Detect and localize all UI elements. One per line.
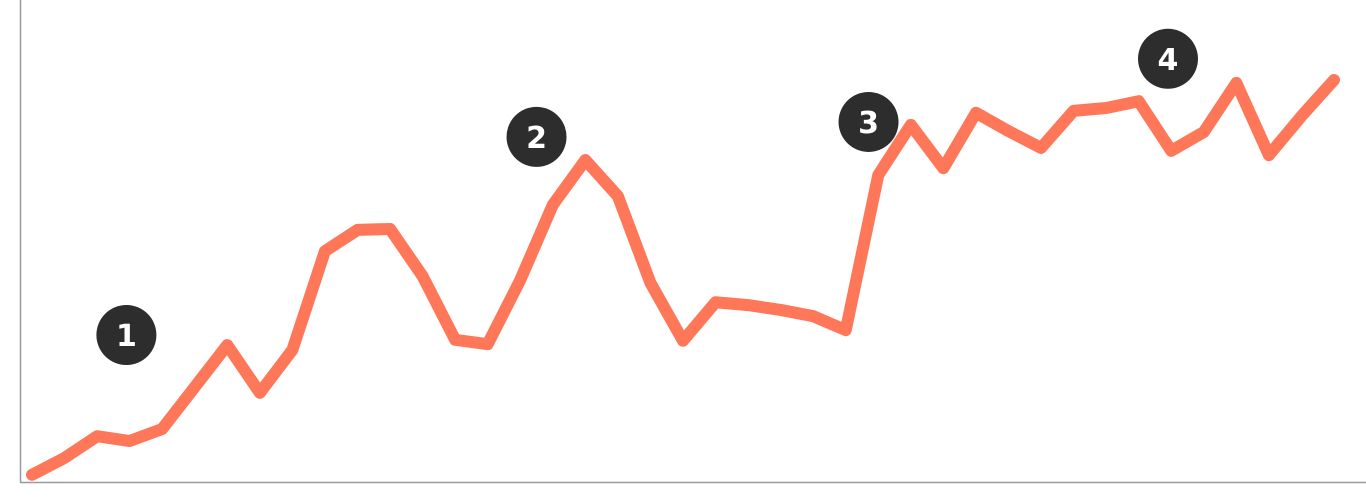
- annotation-marker-3: 3: [838, 91, 899, 152]
- annotation-label: 4: [1158, 43, 1179, 78]
- annotation-marker-1: 1: [96, 304, 157, 365]
- annotation-badge: [838, 91, 899, 152]
- annotation-label: 2: [526, 121, 547, 156]
- annotation-marker-4: 4: [1137, 28, 1198, 89]
- annotation-label: 3: [858, 106, 879, 141]
- series-line: [26, 74, 1340, 481]
- annotation-badge: [506, 106, 567, 167]
- annotation-label: 1: [116, 319, 137, 354]
- annotation-badge: [96, 304, 157, 365]
- annotation-marker-2: 2: [506, 106, 567, 167]
- annotation-badge: [1137, 28, 1198, 89]
